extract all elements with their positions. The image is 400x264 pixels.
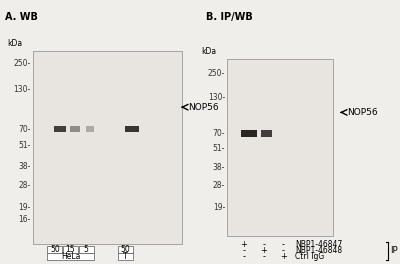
Text: NBP1-46847: NBP1-46847 bbox=[295, 240, 342, 249]
Text: 250-: 250- bbox=[14, 59, 31, 68]
Text: 16-: 16- bbox=[18, 215, 31, 224]
Text: kDa: kDa bbox=[202, 47, 217, 56]
Text: NOP56: NOP56 bbox=[188, 103, 218, 112]
Bar bbox=[118, 246, 133, 253]
Text: IP: IP bbox=[390, 246, 398, 255]
Text: HeLa: HeLa bbox=[61, 252, 80, 261]
Bar bbox=[241, 130, 257, 137]
Bar bbox=[125, 126, 139, 132]
Bar bbox=[86, 126, 94, 132]
Text: 28-: 28- bbox=[213, 181, 225, 190]
Bar bbox=[260, 130, 272, 137]
Text: 5: 5 bbox=[84, 245, 89, 254]
Text: 250-: 250- bbox=[208, 69, 225, 78]
Text: -: - bbox=[282, 240, 285, 249]
Bar bbox=[47, 246, 62, 253]
Text: -: - bbox=[262, 252, 265, 261]
Text: 19-: 19- bbox=[18, 203, 31, 212]
Text: 19-: 19- bbox=[213, 203, 225, 212]
Text: NOP56: NOP56 bbox=[347, 108, 378, 117]
Text: 50: 50 bbox=[50, 245, 60, 254]
Text: -: - bbox=[262, 240, 265, 249]
Text: +: + bbox=[280, 252, 287, 261]
Bar bbox=[54, 126, 66, 132]
Text: 50: 50 bbox=[121, 245, 130, 254]
Bar bbox=[118, 253, 133, 260]
Text: 70-: 70- bbox=[18, 125, 31, 134]
Text: 38-: 38- bbox=[213, 163, 225, 172]
Text: -: - bbox=[282, 246, 285, 255]
Bar bbox=[33, 51, 182, 244]
Text: kDa: kDa bbox=[7, 39, 22, 48]
Text: -: - bbox=[242, 252, 246, 261]
Text: 15: 15 bbox=[66, 245, 75, 254]
Text: B. IP/WB: B. IP/WB bbox=[206, 12, 252, 22]
Bar bbox=[227, 59, 333, 237]
Text: 130-: 130- bbox=[208, 93, 225, 102]
Text: 28-: 28- bbox=[18, 181, 31, 190]
Text: 38-: 38- bbox=[18, 162, 31, 171]
Bar bbox=[79, 246, 94, 253]
Text: 130-: 130- bbox=[14, 85, 31, 94]
Bar bbox=[70, 126, 80, 132]
Text: +: + bbox=[260, 246, 267, 255]
Bar bbox=[63, 246, 78, 253]
Text: A. WB: A. WB bbox=[5, 12, 38, 22]
Text: 51-: 51- bbox=[213, 144, 225, 153]
Text: +: + bbox=[241, 240, 248, 249]
Text: 51-: 51- bbox=[18, 141, 31, 150]
Text: -: - bbox=[242, 246, 246, 255]
Text: 70-: 70- bbox=[213, 129, 225, 138]
Bar bbox=[47, 253, 94, 260]
Text: Ctrl IgG: Ctrl IgG bbox=[295, 252, 324, 261]
Text: NBP1-46848: NBP1-46848 bbox=[295, 246, 342, 255]
Text: T: T bbox=[123, 252, 128, 261]
